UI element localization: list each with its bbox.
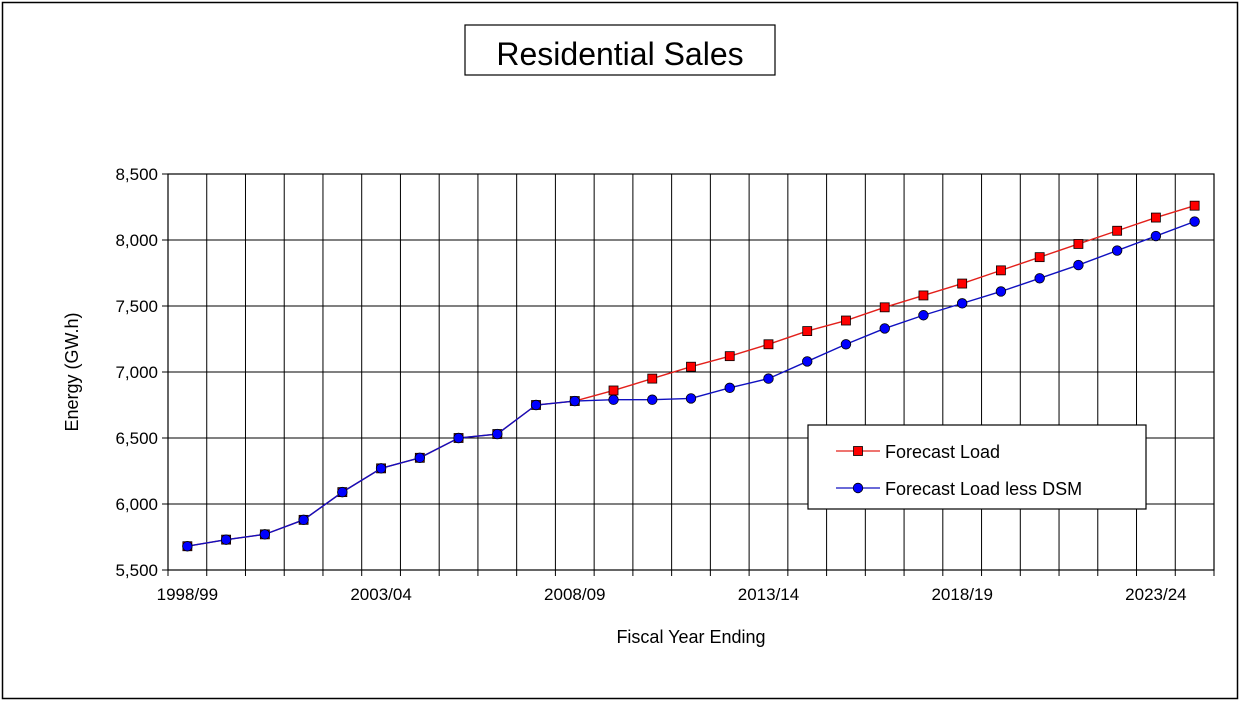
- data-point-forecast-load-less-dsm: [995, 286, 1007, 297]
- x-tick-label: 2018/19: [931, 585, 992, 604]
- data-point-forecast-load: [957, 278, 968, 289]
- legend-marker-forecast-load: [853, 446, 863, 456]
- data-point-forecast-load-less-dsm: [530, 399, 542, 411]
- data-point-forecast-load: [608, 385, 619, 396]
- chart-title: Residential Sales: [496, 36, 743, 72]
- data-point-forecast-load-less-dsm: [414, 452, 426, 464]
- data-point-forecast-load: [1073, 239, 1084, 249]
- legend-label-forecast-load-less-dsm: Forecast Load less DSM: [885, 479, 1082, 499]
- data-point-forecast-load: [763, 339, 774, 350]
- data-point-forecast-load-less-dsm: [956, 298, 968, 309]
- data-point-forecast-load-less-dsm: [608, 394, 619, 405]
- data-point-forecast-load: [1112, 225, 1123, 236]
- data-point-forecast-load: [1034, 252, 1045, 263]
- data-point-forecast-load-less-dsm: [1034, 273, 1045, 284]
- x-axis-title: Fiscal Year Ending: [616, 627, 765, 647]
- data-point-forecast-load-less-dsm: [375, 463, 387, 474]
- data-point-forecast-load-less-dsm: [453, 432, 464, 444]
- data-point-forecast-load-less-dsm: [337, 486, 348, 498]
- data-point-forecast-load-less-dsm: [298, 514, 309, 526]
- x-axis: 1998/99 2003/04 2008/09 2013/14 2018/19 2023/…: [157, 570, 1215, 604]
- data-point-forecast-load: [918, 290, 929, 301]
- y-tick-label: 7,500: [115, 297, 158, 316]
- data-point-forecast-load-less-dsm: [1189, 216, 1200, 227]
- y-axis-title: Energy (GW.h): [62, 312, 82, 431]
- legend-marker-forecast-load-less-dsm: [852, 482, 864, 494]
- y-axis: 5,500 6,000 6,500 7,000 7,500 8,000 8,500: [115, 165, 168, 580]
- data-point-forecast-load: [724, 351, 735, 362]
- data-point-forecast-load-less-dsm: [1073, 259, 1084, 271]
- data-point-forecast-load-less-dsm: [220, 534, 232, 545]
- data-point-forecast-load-less-dsm: [763, 373, 774, 384]
- data-point-forecast-load-less-dsm: [802, 356, 813, 367]
- x-tick-label: 2013/14: [738, 585, 799, 604]
- y-tick-label: 6,500: [115, 429, 158, 448]
- data-point-forecast-load-less-dsm: [492, 428, 503, 440]
- y-tick-label: 6,000: [115, 495, 158, 514]
- series-layer: [182, 200, 1200, 552]
- x-tick-label: 2003/04: [350, 585, 411, 604]
- chart-title-box: [464, 24, 776, 76]
- data-point-forecast-load-less-dsm: [840, 339, 852, 350]
- x-tick-label: 2023/24: [1125, 585, 1186, 604]
- data-point-forecast-load: [647, 373, 658, 384]
- data-point-forecast-load: [1150, 212, 1161, 223]
- data-point-forecast-load: [841, 315, 851, 326]
- y-tick-label: 5,500: [115, 561, 158, 580]
- y-tick-label: 8,500: [115, 165, 158, 184]
- data-point-forecast-load-less-dsm: [647, 394, 658, 405]
- data-point-forecast-load-less-dsm: [685, 393, 697, 404]
- data-point-forecast-load: [686, 361, 696, 372]
- data-point-forecast-load-less-dsm: [918, 310, 929, 321]
- y-tick-label: 7,000: [115, 363, 158, 382]
- data-point-forecast-load: [879, 302, 890, 313]
- x-tick-label: 2008/09: [544, 585, 605, 604]
- data-point-forecast-load-less-dsm: [259, 529, 271, 540]
- data-point-forecast-load-less-dsm: [182, 541, 193, 552]
- legend-box: [807, 424, 1147, 510]
- y-tick-label: 8,000: [115, 231, 158, 250]
- x-tick-label: 1998/99: [157, 585, 218, 604]
- data-point-forecast-load: [802, 326, 813, 336]
- data-point-forecast-load: [1189, 200, 1200, 211]
- legend-label-forecast-load: Forecast Load: [885, 442, 1000, 462]
- data-point-forecast-load: [996, 265, 1006, 276]
- data-point-forecast-load-less-dsm: [1111, 245, 1123, 256]
- data-point-forecast-load-less-dsm: [879, 323, 890, 334]
- legend: Forecast Load Forecast Load less DSM: [807, 424, 1147, 510]
- data-point-forecast-load-less-dsm: [569, 395, 580, 407]
- data-point-forecast-load-less-dsm: [724, 382, 735, 394]
- data-point-forecast-load-less-dsm: [1150, 230, 1162, 242]
